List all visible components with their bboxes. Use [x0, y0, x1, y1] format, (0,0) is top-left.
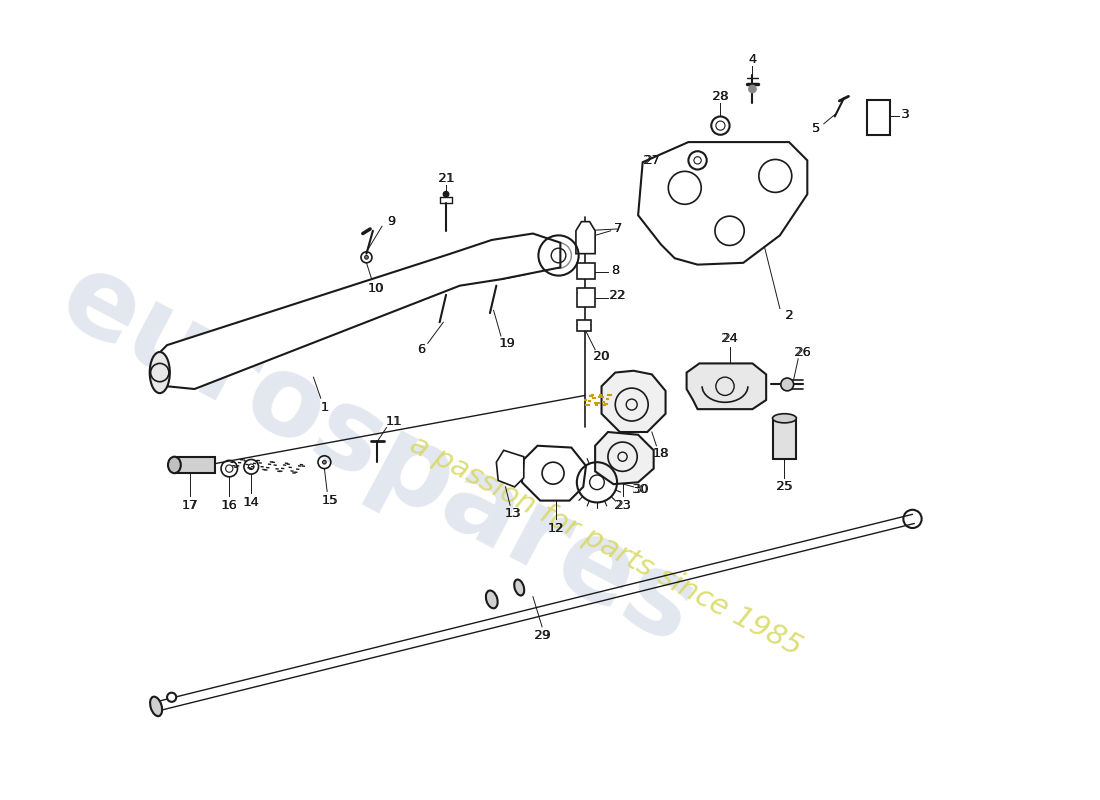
Text: 24: 24 — [722, 332, 738, 346]
Polygon shape — [772, 418, 796, 459]
Ellipse shape — [514, 579, 525, 595]
Circle shape — [443, 191, 449, 197]
Polygon shape — [576, 289, 595, 306]
Text: 6: 6 — [417, 343, 426, 356]
Polygon shape — [175, 457, 214, 473]
Text: 23: 23 — [614, 498, 631, 512]
Text: 13: 13 — [505, 507, 520, 520]
Text: 9: 9 — [387, 215, 395, 228]
Polygon shape — [496, 450, 524, 487]
Text: 15: 15 — [321, 494, 339, 507]
Circle shape — [364, 255, 368, 259]
Text: 14: 14 — [243, 496, 260, 509]
Text: 30: 30 — [632, 483, 649, 496]
Text: 18: 18 — [652, 446, 670, 459]
Text: 11: 11 — [385, 414, 403, 427]
Text: 30: 30 — [632, 483, 649, 496]
Text: 3: 3 — [901, 108, 909, 121]
Text: 26: 26 — [794, 346, 811, 359]
Text: 15: 15 — [322, 494, 338, 507]
Text: 21: 21 — [438, 172, 454, 185]
Text: 29: 29 — [534, 630, 550, 642]
Text: 18: 18 — [653, 446, 669, 459]
Text: 8: 8 — [612, 264, 619, 277]
Text: 5: 5 — [812, 122, 821, 135]
Polygon shape — [576, 319, 591, 331]
Text: 6: 6 — [417, 343, 426, 356]
Text: 19: 19 — [499, 337, 516, 350]
Circle shape — [322, 460, 327, 464]
Text: 16: 16 — [221, 498, 238, 512]
Text: 12: 12 — [548, 522, 563, 534]
Text: 12: 12 — [548, 522, 564, 534]
Ellipse shape — [772, 414, 796, 423]
Text: 4: 4 — [748, 54, 757, 66]
Text: 3: 3 — [901, 108, 910, 121]
Text: 28: 28 — [712, 90, 729, 103]
Text: 1: 1 — [320, 401, 329, 414]
Ellipse shape — [168, 457, 180, 473]
Text: 19: 19 — [499, 337, 515, 350]
Polygon shape — [638, 142, 807, 265]
Text: 27: 27 — [644, 154, 660, 167]
Text: 29: 29 — [535, 630, 550, 642]
Text: 2: 2 — [785, 310, 793, 322]
Polygon shape — [153, 234, 560, 389]
Text: 5: 5 — [813, 122, 821, 135]
Circle shape — [781, 378, 793, 391]
Polygon shape — [686, 363, 767, 409]
Text: 25: 25 — [777, 480, 792, 494]
Polygon shape — [576, 222, 595, 254]
Text: 17: 17 — [182, 498, 198, 512]
Text: 20: 20 — [594, 350, 609, 362]
Text: 23: 23 — [615, 498, 630, 512]
Circle shape — [167, 693, 176, 702]
Text: 9: 9 — [387, 215, 395, 228]
Text: 8: 8 — [612, 264, 619, 277]
Text: 1: 1 — [320, 401, 328, 414]
Text: 26: 26 — [795, 346, 811, 359]
Polygon shape — [602, 370, 666, 432]
Circle shape — [749, 86, 756, 93]
Text: 7: 7 — [614, 222, 622, 235]
Ellipse shape — [150, 352, 169, 393]
Text: 25: 25 — [776, 480, 793, 494]
Text: eurospares: eurospares — [42, 242, 713, 667]
Text: 13: 13 — [504, 507, 521, 520]
Text: 22: 22 — [608, 290, 626, 302]
Polygon shape — [576, 263, 595, 279]
Ellipse shape — [486, 590, 497, 608]
Text: 22: 22 — [609, 290, 625, 302]
Text: 7: 7 — [614, 222, 623, 235]
Text: 11: 11 — [386, 414, 402, 427]
Text: 4: 4 — [748, 54, 757, 66]
Polygon shape — [522, 446, 586, 501]
Text: 14: 14 — [243, 496, 260, 509]
Text: 17: 17 — [182, 498, 198, 512]
Text: 21: 21 — [438, 172, 454, 185]
Text: 20: 20 — [593, 350, 611, 362]
Text: 16: 16 — [221, 498, 238, 512]
Polygon shape — [867, 100, 890, 134]
Text: 10: 10 — [367, 282, 384, 295]
Text: 27: 27 — [644, 154, 660, 167]
Text: 24: 24 — [722, 332, 737, 346]
Text: 28: 28 — [713, 90, 728, 103]
Text: a passion for parts since 1985: a passion for parts since 1985 — [405, 430, 807, 662]
Polygon shape — [595, 432, 653, 484]
Ellipse shape — [150, 697, 162, 716]
Text: 2: 2 — [784, 310, 793, 322]
Text: 10: 10 — [367, 282, 384, 295]
